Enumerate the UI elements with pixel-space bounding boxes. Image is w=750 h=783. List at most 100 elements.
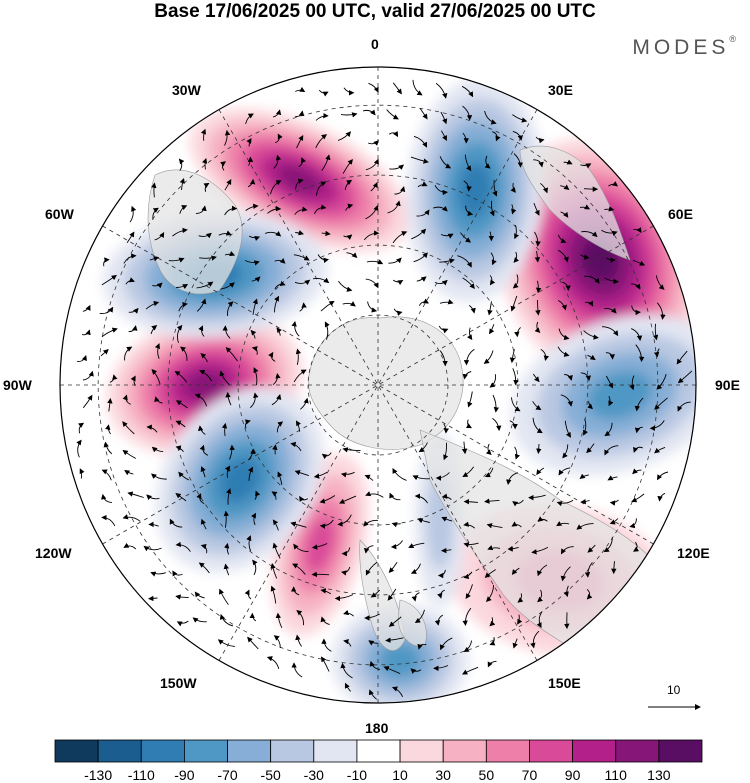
wind-arrow — [362, 109, 376, 116]
wind-arrow — [125, 277, 135, 285]
wind-arrow — [340, 471, 355, 478]
wind-arrow — [489, 636, 496, 646]
wind-arrow — [535, 299, 541, 316]
wind-arrow — [224, 129, 231, 146]
wind-arrow — [435, 472, 450, 481]
colorbar-tick-label: -90 — [174, 767, 195, 783]
wind-arrow — [367, 301, 378, 313]
wind-arrow — [221, 422, 228, 437]
wind-arrow — [369, 660, 381, 670]
wind-arrow — [677, 401, 691, 412]
wind-arrow — [146, 424, 158, 433]
wind-arrow — [511, 521, 522, 528]
wind-arrow — [176, 324, 183, 344]
wind-arrow — [99, 306, 114, 315]
wind-arrow — [154, 396, 163, 404]
wind-arrow — [172, 570, 183, 577]
wind-arrow — [560, 184, 570, 190]
wind-arrow — [343, 87, 355, 96]
wind-arrow — [365, 491, 384, 498]
wind-arrow — [512, 130, 523, 141]
wind-arrow — [434, 614, 444, 626]
wind-arrow — [510, 183, 516, 193]
wind-arrow — [535, 280, 542, 294]
wind-arrow — [649, 420, 665, 431]
wind-arrow — [321, 638, 332, 652]
wind-arrow — [536, 611, 543, 629]
wind-arrow — [463, 348, 475, 366]
wind-arrow — [564, 420, 571, 438]
wind-arrow — [270, 563, 278, 579]
wind-arrow — [440, 233, 454, 239]
wind-arrow — [587, 401, 593, 410]
wind-arrow — [368, 82, 379, 93]
colorbar-tick-label: 90 — [564, 767, 581, 783]
wind-arrow — [274, 258, 286, 264]
wind-arrow — [274, 295, 280, 313]
wind-arrow — [196, 493, 205, 505]
wind-arrow — [587, 544, 596, 553]
wind-arrow — [440, 111, 448, 125]
wind-arrow — [460, 232, 472, 243]
wind-arrow — [291, 662, 303, 678]
wind-arrow — [492, 180, 498, 197]
wind-arrow — [417, 181, 428, 188]
wind-arrow — [507, 546, 519, 552]
wind-arrow — [417, 518, 430, 524]
wind-arrow — [249, 612, 257, 622]
wind-arrow — [294, 206, 308, 215]
wind-arrow — [462, 666, 479, 675]
wind-arrow — [492, 417, 502, 432]
wind-arrow — [194, 591, 205, 599]
wind-arrow — [530, 630, 540, 649]
wind-arrow — [197, 425, 206, 435]
wind-arrow — [198, 325, 205, 337]
wind-arrow — [461, 441, 468, 455]
wind-arrow — [657, 492, 666, 502]
wind-arrow — [203, 182, 210, 192]
wind-arrow — [168, 257, 185, 263]
wind-arrow — [462, 371, 472, 380]
wind-arrow — [564, 374, 573, 381]
colorbar-swatch — [485, 739, 530, 763]
wind-arrow — [148, 595, 158, 602]
wind-arrow — [76, 439, 82, 458]
brand-mark: ® — [729, 34, 736, 44]
wind-arrow — [579, 473, 589, 480]
wind-arrow — [392, 231, 408, 244]
wind-arrow — [342, 301, 356, 307]
wind-arrow — [580, 163, 592, 169]
wind-arrow — [633, 227, 642, 234]
landmass — [308, 316, 464, 450]
wind-arrow — [313, 471, 328, 479]
wind-arrow — [576, 523, 594, 530]
wind-arrow — [123, 542, 137, 550]
wind-arrow — [266, 656, 280, 670]
wind-arrow — [244, 419, 251, 429]
wind-arrow — [129, 205, 137, 223]
wind-arrow — [122, 421, 135, 435]
wind-arrow — [557, 300, 567, 311]
wind-arrow — [249, 392, 259, 409]
wind-arrow — [199, 255, 217, 261]
wind-arrow — [368, 140, 379, 146]
wind-arrow — [463, 499, 479, 505]
wind-arrow — [124, 346, 133, 361]
wind-arrow — [341, 566, 351, 576]
wind-arrow — [101, 514, 116, 527]
wind-arrow — [82, 394, 93, 409]
wind-arrow — [122, 514, 141, 522]
wind-arrow — [295, 230, 304, 236]
wind-arrow — [275, 612, 283, 629]
wind-arrow — [463, 521, 476, 529]
wind-arrow — [196, 298, 207, 312]
wind-arrow — [633, 541, 640, 552]
wind-arrow — [509, 420, 518, 430]
wind-arrow — [410, 156, 429, 164]
wind-arrow — [200, 352, 208, 363]
wind-arrow — [557, 346, 570, 357]
wind-arrow — [320, 616, 330, 626]
wind-arrow — [179, 205, 188, 214]
wind-arrow — [320, 588, 332, 595]
wind-arrow — [439, 258, 455, 264]
